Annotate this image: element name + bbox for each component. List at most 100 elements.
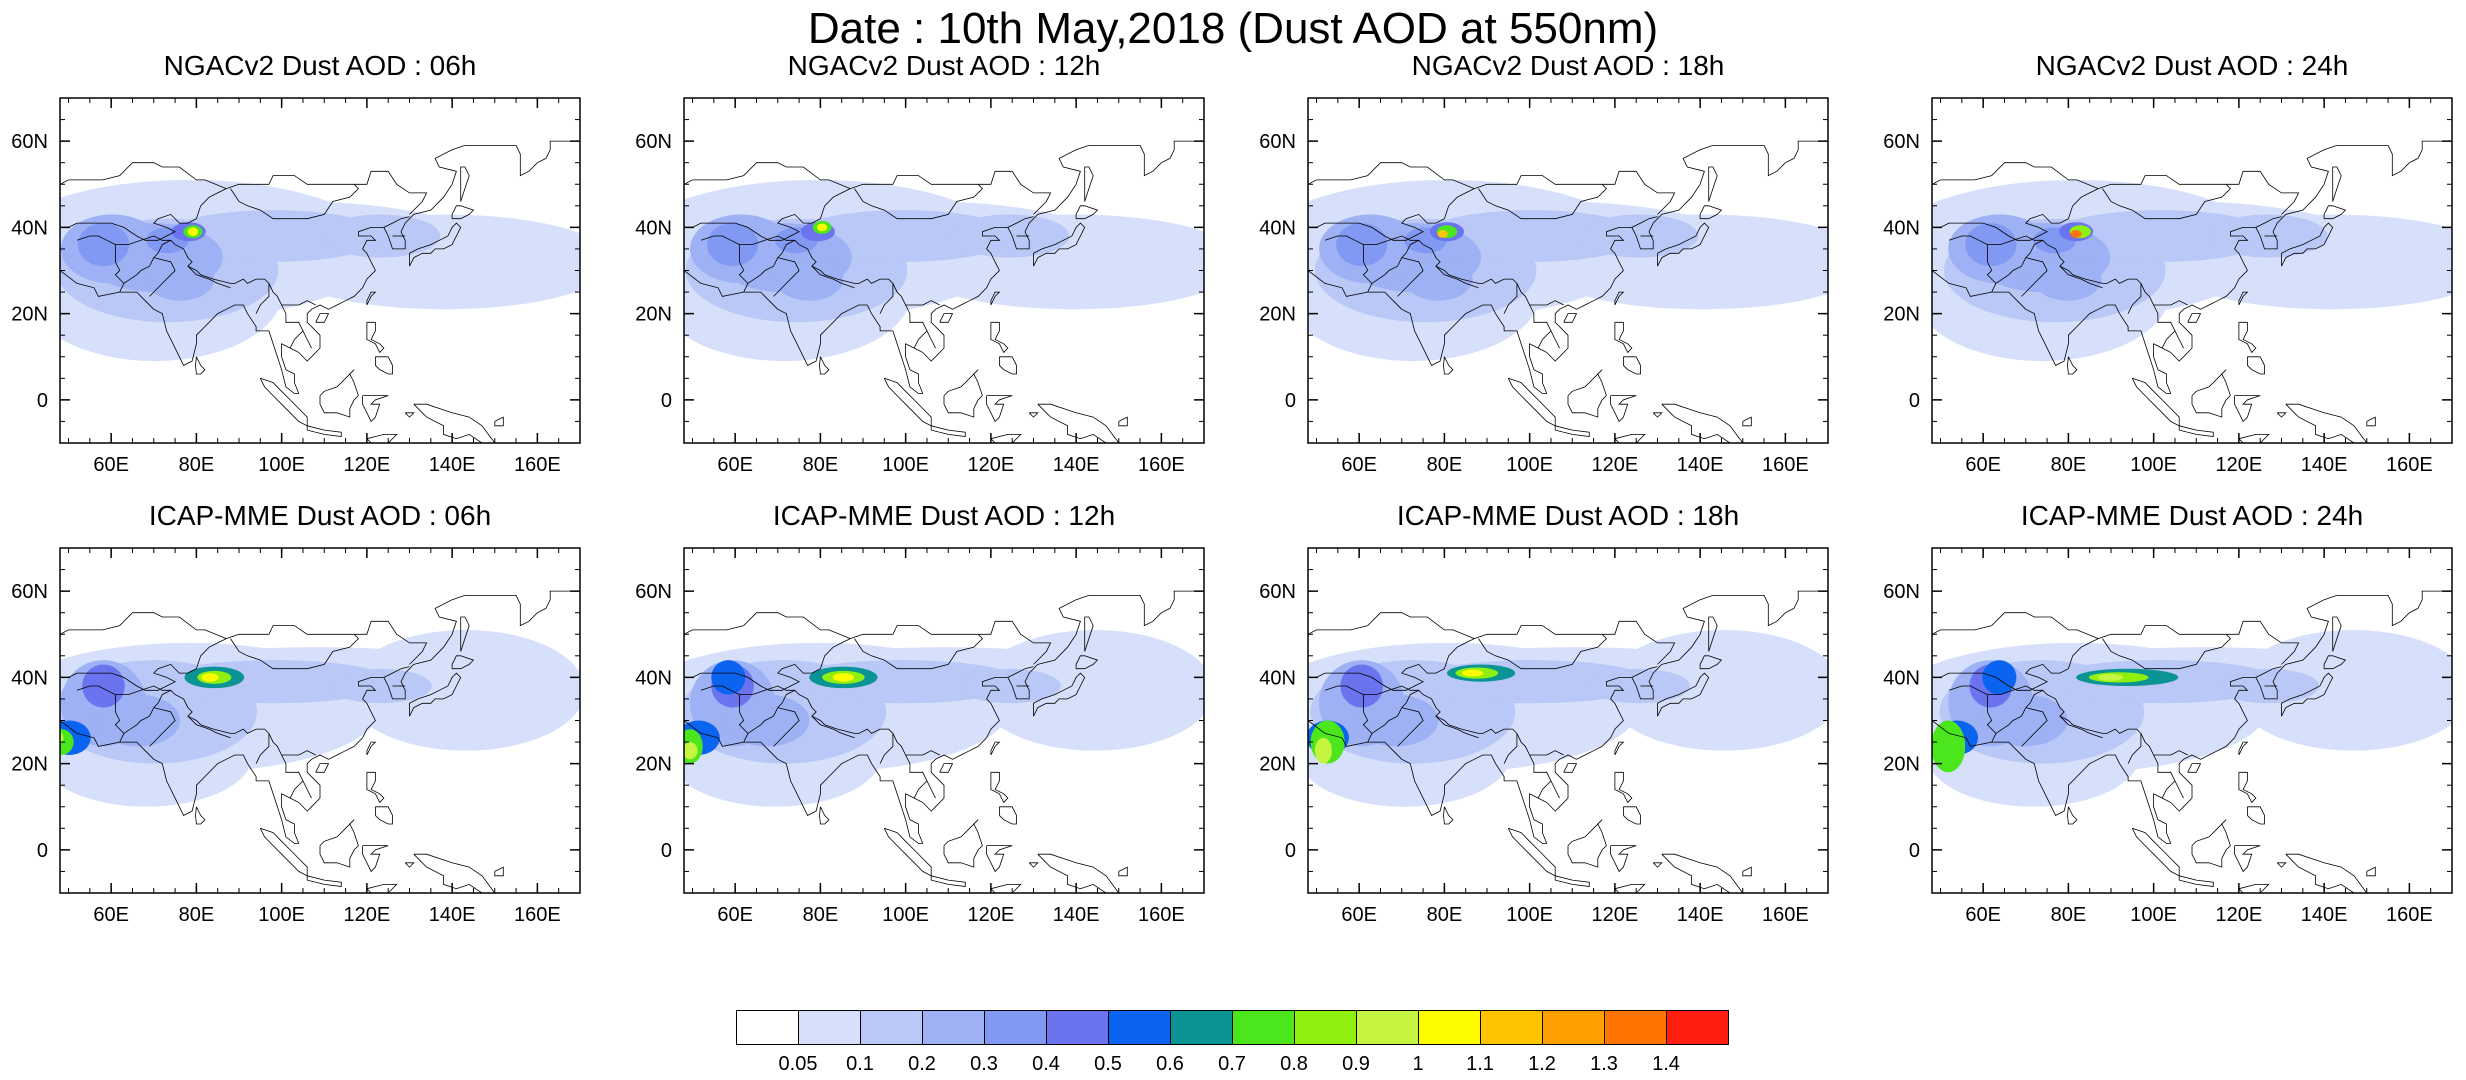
lat-tick-label: 20N [1259, 304, 1296, 326]
colorbar-swatch [1232, 1010, 1295, 1045]
lat-tick-label: 60N [1883, 581, 1920, 603]
dust-plume-contour [1404, 257, 1473, 301]
coastline [1661, 403, 1744, 443]
coastline [1028, 412, 1039, 418]
coastline [1362, 694, 1373, 743]
coastline [289, 330, 304, 349]
coastline [494, 416, 504, 427]
coastline [1371, 689, 1419, 734]
lat-tick-label: 20N [635, 304, 672, 326]
coastline [2178, 425, 2214, 437]
coastline [375, 356, 393, 375]
colorbar-label: 1.4 [1652, 1053, 1680, 1075]
colorbar-label: 0.5 [1094, 1053, 1122, 1075]
coastline [747, 689, 795, 734]
coastline [354, 620, 428, 665]
coastline [1708, 166, 1718, 202]
coastline [1661, 853, 1744, 893]
lat-tick-label: 0 [1285, 840, 1296, 862]
lon-tick-label: 100E [1506, 454, 1553, 476]
coastline [747, 239, 795, 284]
coastline [1554, 425, 1590, 437]
coastline [281, 304, 312, 349]
coastline [2161, 780, 2176, 799]
coastline [123, 239, 171, 284]
dust-plume-contour [346, 629, 580, 751]
coastline [1516, 283, 1564, 306]
dust-aod-map: 60E 80E 100E 120E 140E 160E 60N 40N 20N 0 [1883, 97, 2453, 476]
coastline [2285, 403, 2368, 443]
colorbar-label: 1.3 [1590, 1053, 1618, 1075]
coastline [404, 412, 415, 418]
coastline [1986, 244, 1997, 293]
dust-plume-contour [320, 214, 441, 258]
coastline [986, 395, 1013, 423]
coastline [2059, 715, 2103, 739]
coastline [739, 685, 795, 695]
coastline [315, 313, 330, 323]
coastline [1614, 741, 1625, 756]
coastline [1435, 715, 1479, 739]
dust-aod-map: 60E 80E 100E 120E 140E 160E 60N 40N 20N 0 [11, 97, 581, 476]
coastline [76, 685, 116, 695]
colorbar-swatch [1666, 1010, 1729, 1045]
coastline [268, 283, 316, 306]
coastline [2332, 166, 2342, 202]
lon-tick-label: 100E [258, 904, 305, 926]
lat-tick-label: 60N [11, 581, 48, 603]
dust-aod-map: 60E 80E 100E 120E 140E 160E 60N 40N 20N 0 [1883, 547, 2453, 926]
dust-plume-contour [975, 629, 1204, 751]
panel-title: ICAP-MME Dust AOD : 12h [772, 500, 1116, 531]
lon-tick-label: 60E [93, 904, 129, 926]
lon-tick-label: 80E [2051, 454, 2087, 476]
coastline [1708, 616, 1718, 652]
coastline [1308, 162, 1475, 189]
coastline [1631, 666, 1658, 678]
coastline [1614, 291, 1625, 306]
lon-tick-label: 100E [882, 904, 929, 926]
map-panel-icap-18h: ICAP-MME Dust AOD : 18h 60E 80E 100E 120E 140… [1250, 500, 1829, 926]
lon-tick-label: 160E [1138, 454, 1185, 476]
coastline [1308, 590, 1828, 844]
lat-tick-label: 40N [1259, 667, 1296, 689]
lon-tick-label: 60E [93, 454, 129, 476]
lat-tick-label: 60N [1883, 131, 1920, 153]
lon-tick-label: 140E [1053, 454, 1100, 476]
coastline [2161, 330, 2176, 349]
coastline [1443, 806, 1454, 825]
coastline [2191, 819, 2231, 868]
coastline [366, 771, 385, 804]
coastline [892, 283, 940, 306]
panel-title: ICAP-MME Dust AOD : 24h [2020, 500, 2364, 531]
coastline [76, 235, 116, 245]
coastline [409, 222, 462, 267]
dust-plume-contour [711, 660, 746, 695]
panel-title: NGACv2 Dust AOD : 12h [787, 50, 1101, 81]
lat-tick-label: 60N [635, 581, 672, 603]
lat-tick-label: 0 [1909, 390, 1920, 412]
lat-tick-label: 0 [661, 840, 672, 862]
coastline [990, 321, 1009, 354]
colorbar-swatch [1604, 1010, 1667, 1045]
coastline [77, 625, 359, 691]
coastline [115, 685, 171, 695]
lat-tick-label: 20N [1883, 754, 1920, 776]
coastline [990, 741, 1001, 756]
panel-title: ICAP-MME Dust AOD : 18h [1396, 500, 1740, 531]
coastline [1699, 655, 1723, 670]
coastline [2323, 655, 2347, 670]
dust-plume-contour [958, 668, 1061, 704]
coastline [1084, 166, 1094, 202]
coastline [1932, 162, 2099, 189]
coastline [1516, 733, 1564, 756]
coastline [60, 140, 580, 394]
coastline [773, 257, 800, 297]
coastline [1308, 140, 1828, 394]
lon-tick-label: 140E [429, 904, 476, 926]
panel-title: NGACv2 Dust AOD : 18h [1411, 50, 1725, 81]
coastline [409, 672, 462, 717]
coastline [1033, 672, 1086, 717]
colorbar-label: 0.6 [1156, 1053, 1184, 1075]
colorbar-swatch [922, 1010, 985, 1045]
coastline [115, 235, 171, 245]
